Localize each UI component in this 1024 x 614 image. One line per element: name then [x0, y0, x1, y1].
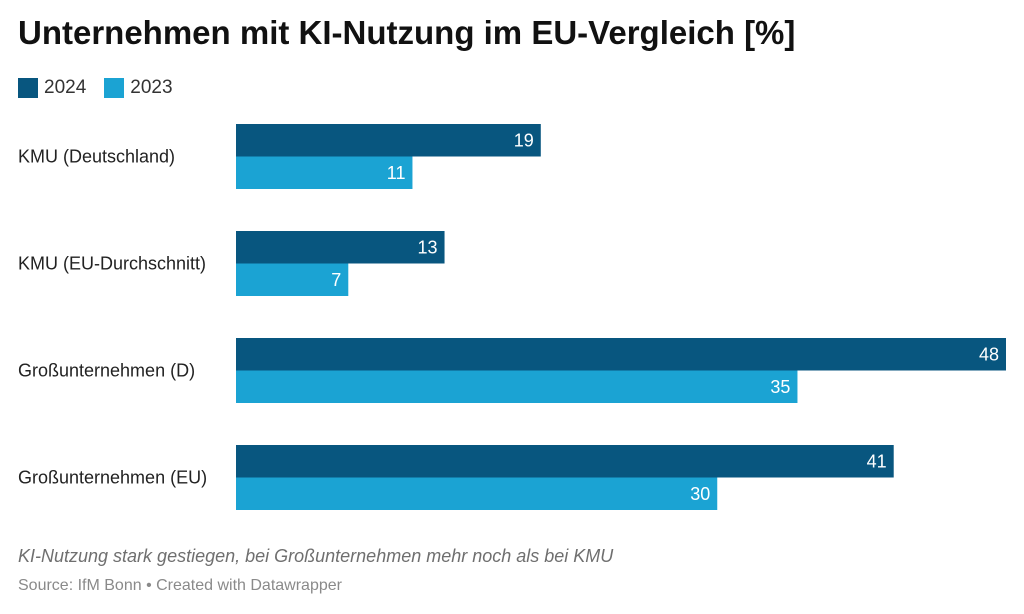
- value-label-grossunternehmen-d-2023: 35: [770, 377, 790, 397]
- value-label-grossunternehmen-eu-2024: 41: [867, 451, 887, 471]
- value-label-kmu-eu-durchschnitt-2023: 7: [331, 270, 341, 290]
- bar-grossunternehmen-d-2023: [236, 370, 798, 403]
- category-label-kmu-eu-durchschnitt: KMU (EU-Durchschnitt): [18, 254, 206, 274]
- value-label-kmu-deutschland-2024: 19: [514, 130, 534, 150]
- bar-kmu-deutschland-2023: [236, 156, 413, 189]
- bar-grossunternehmen-d-2024: [236, 338, 1006, 371]
- bar-grossunternehmen-eu-2024: [236, 445, 894, 478]
- bar-kmu-eu-durchschnitt-2024: [236, 231, 445, 264]
- bar-kmu-deutschland-2024: [236, 124, 541, 157]
- chart-subtitle: KI-Nutzung stark gestiegen, bei Großunte…: [18, 546, 614, 566]
- bar-kmu-eu-durchschnitt-2023: [236, 263, 349, 296]
- bar-grossunternehmen-eu-2023: [236, 477, 718, 510]
- category-label-grossunternehmen-eu: Großunternehmen (EU): [18, 468, 207, 488]
- value-label-kmu-eu-durchschnitt-2024: 13: [418, 237, 438, 257]
- legend-item-2024: 2024: [18, 77, 86, 99]
- legend-swatch-2023: [104, 78, 125, 98]
- chart-source: Source: IfM Bonn • Created with Datawrap…: [18, 577, 342, 594]
- legend: 2024 2023: [18, 77, 173, 99]
- category-label-grossunternehmen-d: Großunternehmen (D): [18, 361, 195, 381]
- value-label-kmu-deutschland-2023: 11: [387, 163, 406, 183]
- bar-chart: KMU (Deutschland) 19 11 KMU (EU-Durchschnit…: [18, 124, 1006, 510]
- legend-swatch-2024: [18, 78, 38, 98]
- legend-item-2023: 2023: [104, 77, 173, 99]
- chart-title: Unternehmen mit KI-Nutzung im EU-Verglei…: [18, 14, 796, 51]
- legend-label-2024: 2024: [44, 77, 87, 98]
- value-label-grossunternehmen-d-2024: 48: [979, 344, 999, 364]
- legend-label-2023: 2023: [130, 77, 173, 98]
- value-label-grossunternehmen-eu-2023: 30: [690, 484, 710, 504]
- category-label-kmu-deutschland: KMU (Deutschland): [18, 147, 175, 167]
